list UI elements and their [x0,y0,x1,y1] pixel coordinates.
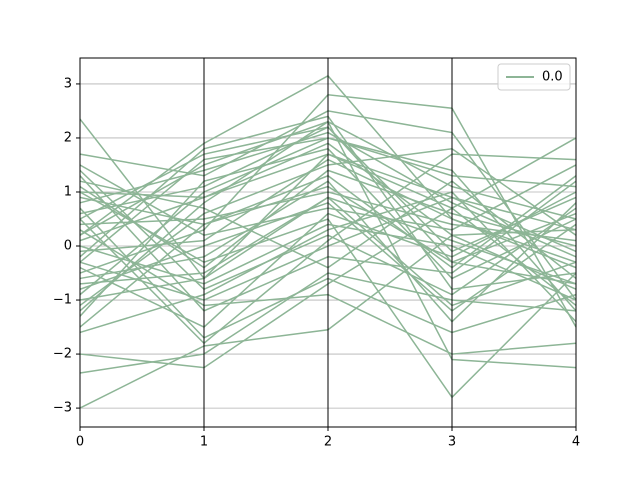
y-tick-label: −2 [53,347,72,362]
y-tick-label: −3 [53,401,72,416]
y-tick-label: 1 [64,184,72,199]
x-tick-label: 4 [572,435,580,450]
y-tick-label: 3 [64,76,72,91]
x-tick-label: 1 [200,435,208,450]
y-tick-label: 2 [64,130,72,145]
legend-label: 0.0 [542,70,563,85]
x-tick-label: 2 [324,435,332,450]
plot-frame [79,57,577,428]
y-tick-label: −1 [53,293,72,308]
y-tick-label: 0 [64,239,72,254]
x-tick-label: 0 [76,435,84,450]
legend: 0.0 [497,63,571,91]
x-tick-label: 3 [448,435,456,450]
